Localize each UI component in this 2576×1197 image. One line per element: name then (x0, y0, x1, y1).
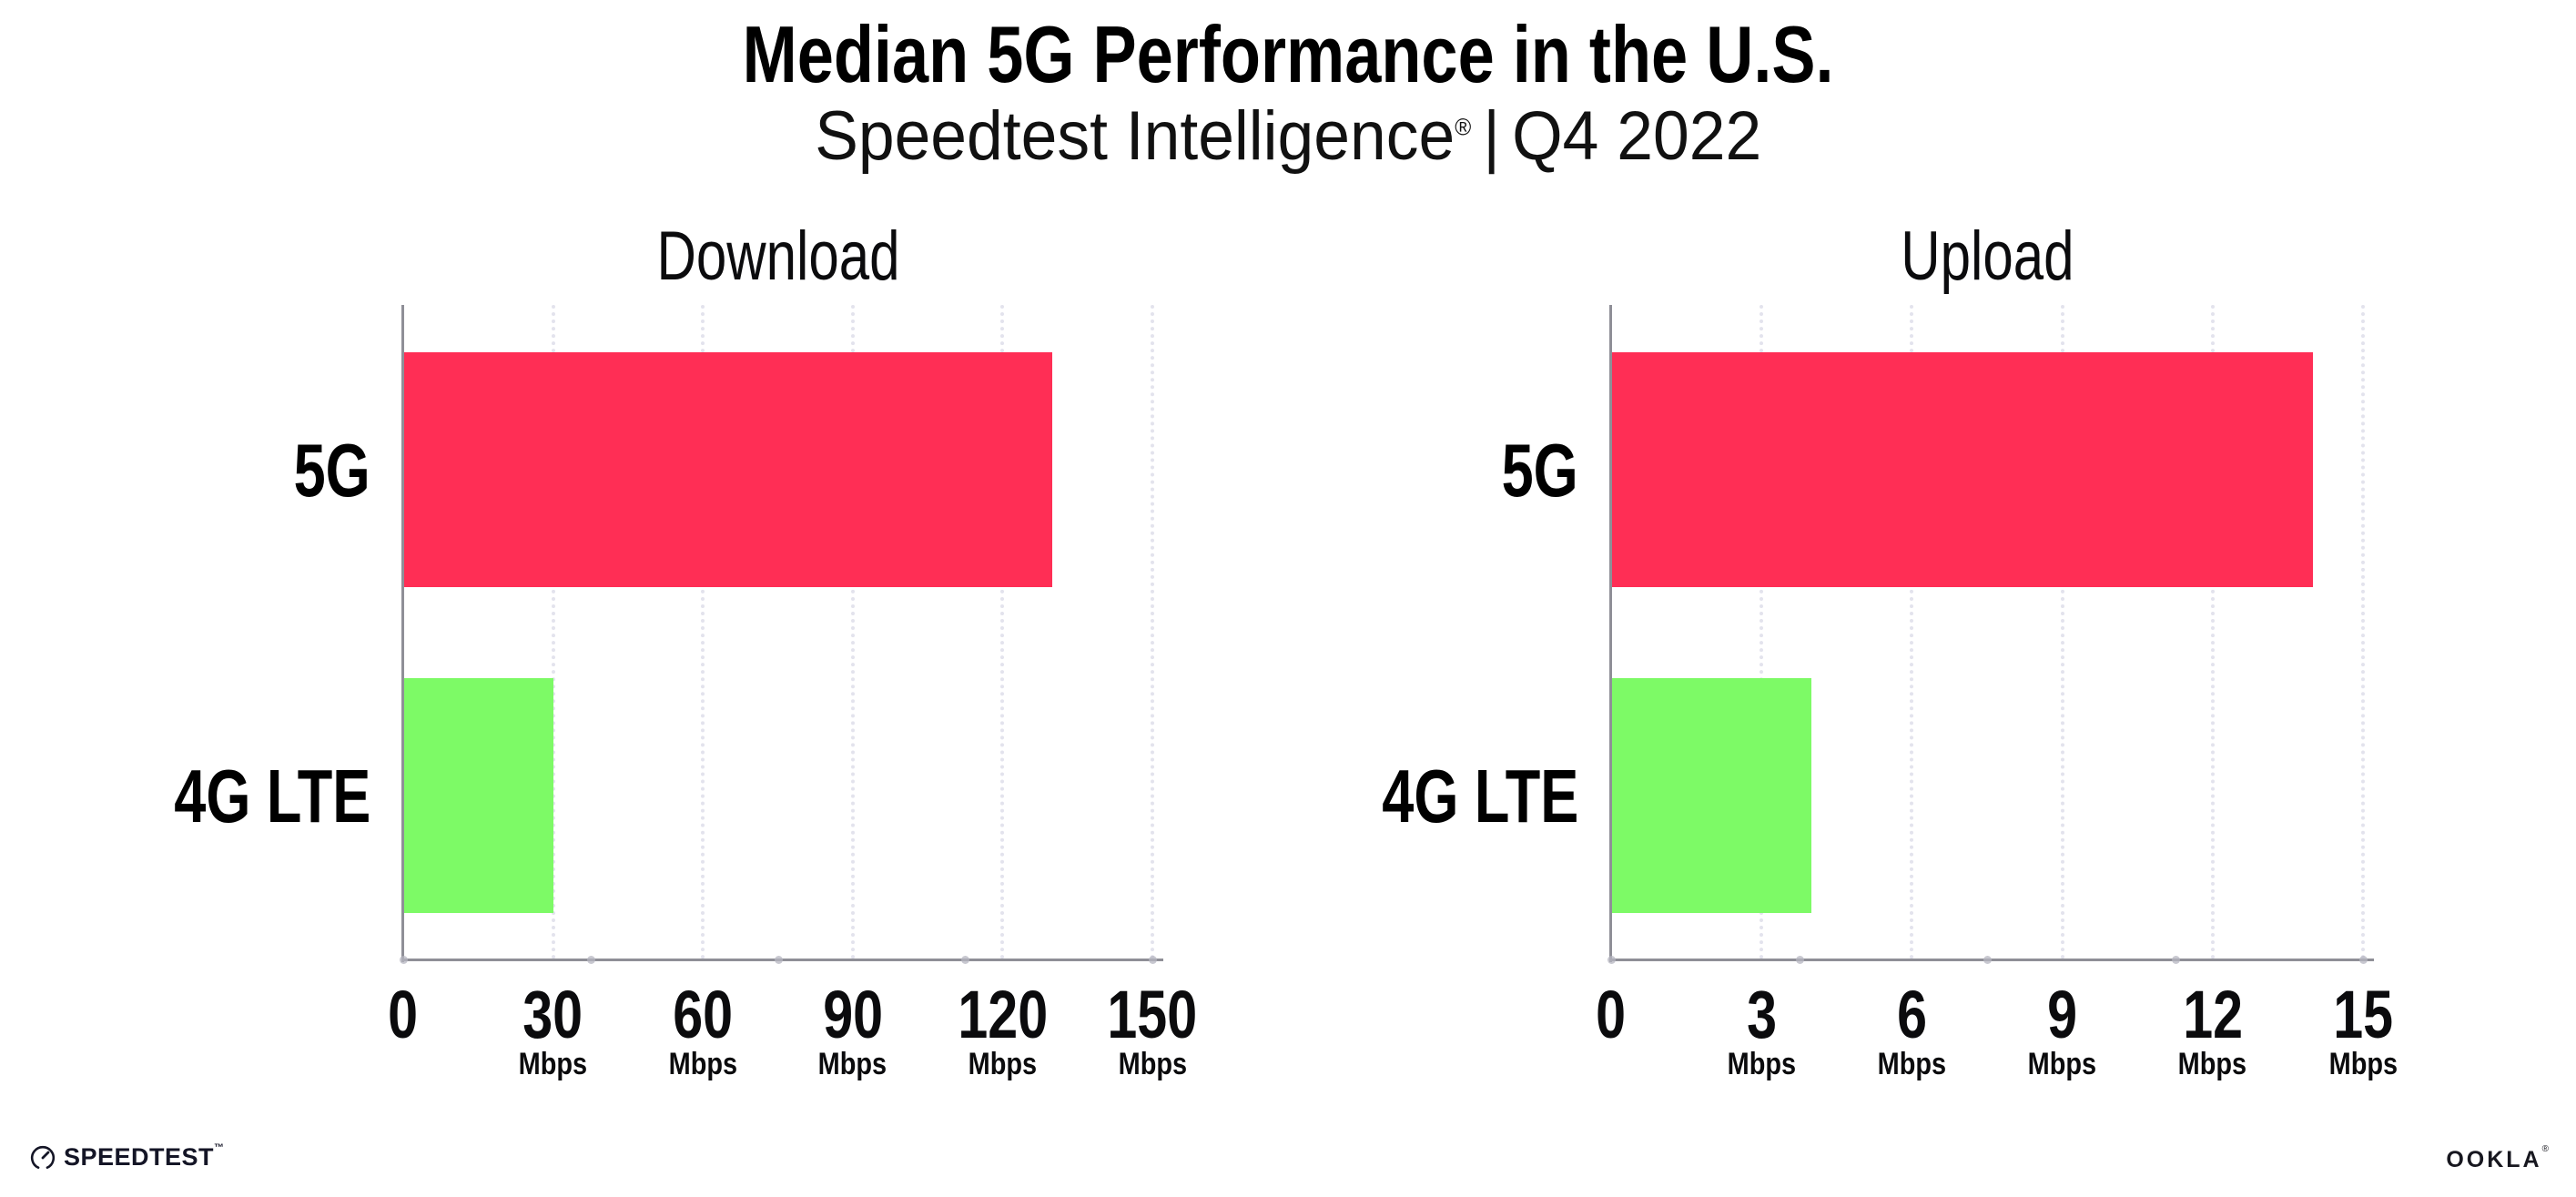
page-title-text: Median 5G Performance in the U.S. (742, 9, 1834, 99)
x-axis-tick (774, 956, 783, 964)
x-tick-unit-9: Mbps (2027, 1047, 2097, 1081)
x-tick-unit-30: Mbps (518, 1047, 588, 1081)
row-label-5g: 5G (1501, 427, 1578, 512)
x-tick-unit-15: Mbps (2328, 1047, 2398, 1081)
gridline-90-mbps (850, 305, 855, 959)
x-tick-label-9: 9 (2047, 977, 2078, 1052)
x-tick-label-120: 120 (958, 977, 1048, 1052)
gridline-6-mbps (1910, 305, 1914, 959)
x-axis-line (401, 959, 1163, 961)
gridline-3-mbps (1760, 305, 1764, 959)
ookla-wordmark: OOKLA (2446, 1147, 2542, 1172)
x-tick-label-6: 6 (1896, 977, 1927, 1052)
x-tick-label-0: 0 (1596, 977, 1627, 1052)
row-label-4g-lte: 4G LTE (173, 753, 370, 838)
gridline-30-mbps (551, 305, 555, 959)
registered-mark: ® (1455, 113, 1472, 141)
x-tick-unit-6: Mbps (1877, 1047, 1947, 1081)
row-label-4g-lte: 4G LTE (1381, 753, 1578, 838)
x-tick-label-30: 30 (522, 977, 583, 1052)
y-axis-spine (1609, 305, 1612, 962)
speedtest-gauge-icon (30, 1145, 56, 1169)
speedtest-wordmark: SPEEDTEST™ (64, 1142, 225, 1172)
row-label-5g: 5G (293, 427, 370, 512)
x-tick-label-60: 60 (673, 977, 734, 1052)
x-axis-tick (2171, 956, 2180, 964)
gridline-150-mbps (1151, 305, 1154, 959)
x-tick-label-3: 3 (1746, 977, 1777, 1052)
x-axis-tick (1795, 956, 1804, 964)
x-tick-unit-60: Mbps (668, 1047, 737, 1081)
subtitle-separator: | (1483, 97, 1500, 175)
page-title: Median 5G Performance in the U.S. (0, 9, 2576, 99)
gridline-15-mbps (2361, 305, 2365, 959)
x-axis-line (1609, 959, 2374, 961)
gridline-12-mbps (2210, 305, 2215, 959)
gridline-60-mbps (701, 305, 705, 959)
gridline-9-mbps (2060, 305, 2064, 959)
registered-symbol: ® (2541, 1144, 2549, 1154)
x-axis-tick (1149, 956, 1157, 964)
x-tick-unit-150: Mbps (1118, 1047, 1187, 1081)
bar-4g-lte (1611, 678, 1811, 913)
x-axis-tick (1607, 956, 1616, 964)
ookla-logo: OOKLA ® (2446, 1144, 2549, 1173)
x-axis-tick (961, 956, 970, 964)
x-tick-label-150: 150 (1107, 977, 1198, 1052)
page-subtitle: Speedtest Intelligence® | Q4 2022 (0, 102, 2576, 171)
bar-5g (1611, 352, 2313, 587)
page-subtitle-text: Speedtest Intelligence® | Q4 2022 (815, 102, 1761, 171)
x-axis-tick (2359, 956, 2368, 964)
x-tick-unit-120: Mbps (968, 1047, 1038, 1081)
x-axis-tick (586, 956, 595, 964)
subtitle-brand: Speedtest Intelligence (815, 97, 1455, 175)
x-tick-label-12: 12 (2182, 977, 2243, 1052)
y-axis-spine (401, 305, 404, 962)
x-tick-label-15: 15 (2333, 977, 2393, 1052)
x-tick-label-0: 0 (388, 977, 419, 1052)
gridline-120-mbps (1000, 305, 1005, 959)
x-tick-unit-12: Mbps (2178, 1047, 2247, 1081)
speedtest-logo: SPEEDTEST™ (29, 1143, 225, 1172)
trademark-symbol: ™ (214, 1142, 225, 1153)
x-tick-unit-90: Mbps (818, 1047, 887, 1081)
x-axis-tick (1983, 956, 1992, 964)
bar-4g-lte (403, 678, 553, 913)
x-tick-label-90: 90 (822, 977, 883, 1052)
subtitle-period: Q4 2022 (1511, 97, 1761, 175)
x-tick-unit-3: Mbps (1727, 1047, 1796, 1081)
download-chart-title: Download (655, 218, 900, 295)
x-axis-tick (400, 956, 408, 964)
bar-5g (403, 352, 1052, 587)
upload-chart-title: Upload (1900, 218, 2074, 295)
